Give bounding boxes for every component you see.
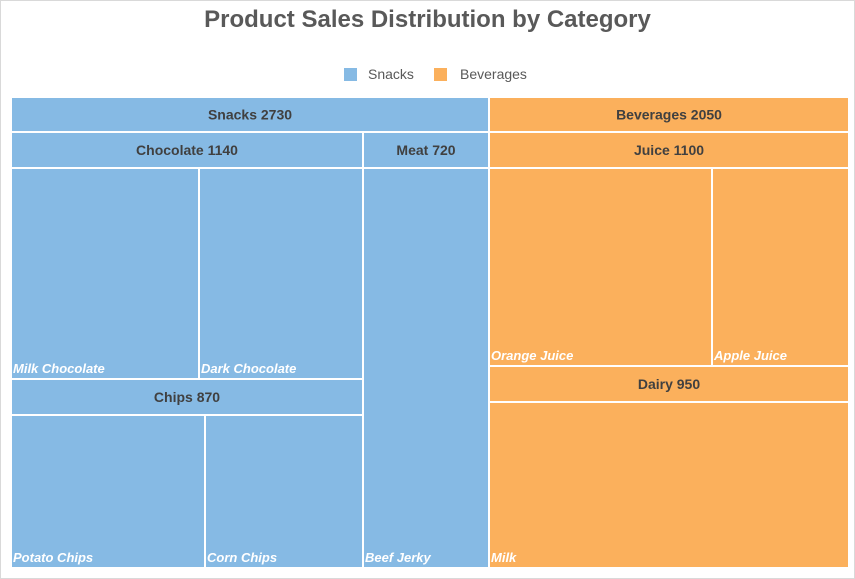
leaf-apple-juice-label: Apple Juice — [713, 348, 787, 363]
subgroup-meat-header-label: Meat 720 — [396, 142, 455, 158]
leaf-beef-jerky-label: Beef Jerky — [365, 550, 432, 565]
leaf-milk-label: Milk — [491, 550, 517, 565]
leaf-corn-chips-tile[interactable] — [204, 414, 364, 569]
chart-title: Product Sales Distribution by Category — [204, 6, 651, 33]
subgroup-dairy-header[interactable] — [488, 365, 850, 403]
group-snacks-header[interactable] — [10, 96, 490, 133]
leaf-dark-chocolate-tile[interactable] — [198, 167, 364, 380]
legend: Snacks Beverages — [0, 66, 855, 84]
subgroup-chocolate-header[interactable] — [10, 131, 364, 169]
subgroup-juice-header[interactable] — [488, 131, 850, 169]
legend-label-snacks: Snacks — [368, 66, 414, 82]
leaf-apple-juice-tile[interactable] — [711, 167, 850, 367]
group-snacks-header-label: Snacks 2730 — [208, 107, 292, 123]
leaf-orange-juice-label: Orange Juice — [491, 348, 573, 363]
subgroup-meat-header[interactable] — [362, 131, 490, 169]
subgroup-chips-header-label: Chips 870 — [154, 389, 220, 405]
subgroup-juice-header-label: Juice 1100 — [634, 142, 704, 158]
leaf-beef-jerky-tile[interactable] — [362, 167, 490, 569]
leaf-orange-juice-tile[interactable] — [488, 167, 713, 367]
legend-swatch-beverages — [434, 68, 447, 81]
legend-swatch-snacks — [344, 68, 357, 81]
leaf-milk-tile[interactable] — [488, 401, 850, 569]
leaf-dark-chocolate-label: Dark Chocolate — [201, 361, 296, 376]
leaf-corn-chips-label: Corn Chips — [207, 550, 277, 565]
leaf-potato-chips-label: Potato Chips — [13, 550, 93, 565]
subgroup-dairy-header-label: Dairy 950 — [638, 376, 700, 392]
group-beverages-header[interactable] — [488, 96, 850, 133]
leaf-milk-chocolate-tile[interactable] — [10, 167, 200, 380]
leaf-milk-chocolate-label: Milk Chocolate — [13, 361, 105, 376]
leaf-potato-chips-tile[interactable] — [10, 414, 206, 569]
group-beverages-header-label: Beverages 2050 — [616, 107, 722, 123]
legend-label-beverages: Beverages — [460, 66, 527, 82]
subgroup-chocolate-header-label: Chocolate 1140 — [136, 142, 238, 158]
